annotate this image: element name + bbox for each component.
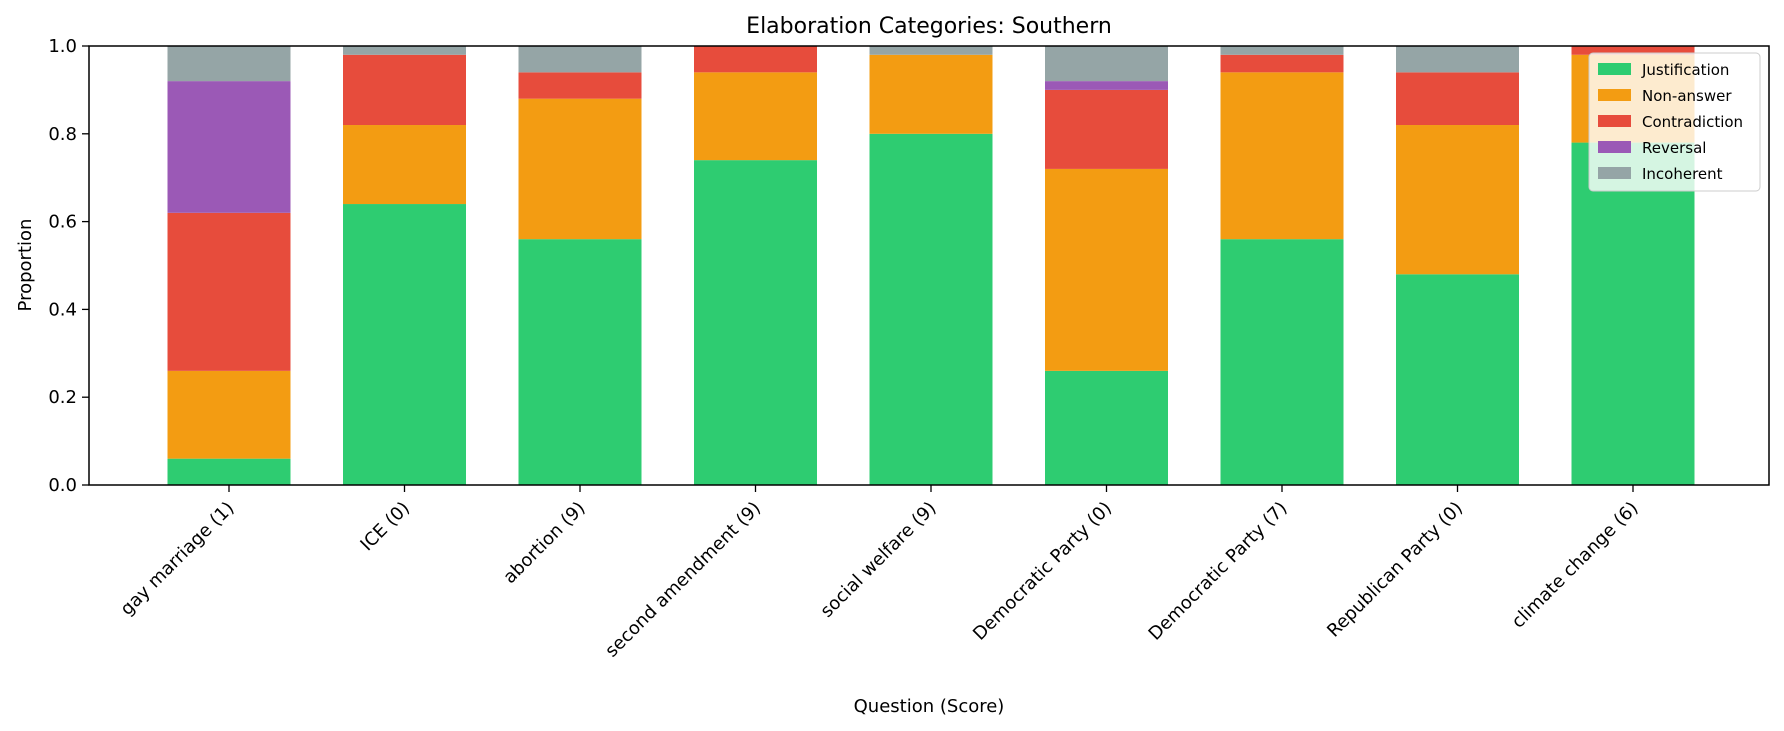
bar-segment-non-answer: [1045, 168, 1168, 371]
y-tick-label: 0.2: [48, 387, 77, 408]
bar-segment-non-answer: [1220, 72, 1344, 240]
x-axis-label: Question (Score): [854, 696, 1005, 717]
legend-swatch: [1598, 63, 1631, 75]
bar-segment-contradiction: [343, 54, 466, 126]
y-axis-label: Proportion: [15, 219, 36, 312]
bar-segment-contradiction: [1396, 72, 1519, 126]
bar-segment-contradiction: [1571, 46, 1695, 55]
y-axis: 0.0 0.2 0.4 0.6 0.8 1.0: [48, 36, 89, 496]
bar-segment-non-answer: [167, 370, 291, 459]
bar-segment-justification: [343, 204, 466, 486]
bar-segment-non-answer: [694, 72, 817, 161]
bar-segment-justification: [1045, 370, 1168, 485]
legend-swatch: [1598, 141, 1631, 153]
y-tick-label: 0.0: [48, 475, 77, 496]
bar-segment-reversal: [1045, 81, 1168, 90]
legend-swatch: [1598, 167, 1631, 179]
legend-box: [1588, 52, 1761, 192]
legend-swatch: [1598, 89, 1631, 101]
legend-label: Contradiction: [1642, 113, 1743, 131]
bar-segment-incoherent: [869, 46, 993, 55]
legend-label: Incoherent: [1642, 165, 1723, 183]
bar-segment-justification: [518, 239, 642, 485]
plot-frame: [88, 45, 1770, 486]
bar-segment-incoherent: [518, 46, 642, 73]
bar-segment-justification: [1396, 274, 1519, 485]
bar-segment-justification: [1571, 142, 1695, 485]
bar-segment-reversal: [167, 81, 291, 213]
bar-segment-contradiction: [1220, 54, 1344, 73]
y-tick-label: 0.6: [48, 212, 77, 233]
chart-title: Elaboration Categories: Southern: [746, 14, 1112, 39]
bar-segment-incoherent: [1220, 46, 1344, 55]
legend-label: Non-answer: [1642, 87, 1732, 105]
bar-segment-incoherent: [167, 46, 291, 82]
bar-segment-contradiction: [694, 46, 817, 73]
legend-label: Reversal: [1642, 139, 1706, 157]
bar-segment-incoherent: [343, 46, 466, 55]
bar-segment-justification: [869, 133, 993, 486]
bar-segment-incoherent: [1396, 46, 1519, 73]
legend: Justification Non-answer Contradiction Reve…: [1588, 52, 1761, 192]
bar-segment-contradiction: [1045, 89, 1168, 169]
bars-layer: [167, 46, 1695, 486]
bar-segment-justification: [167, 458, 291, 485]
bar-segment-non-answer: [869, 54, 993, 134]
legend-swatch: [1598, 115, 1631, 127]
y-tick-label: 0.8: [48, 124, 77, 145]
bar-segment-non-answer: [343, 125, 466, 205]
bar-segment-non-answer: [1396, 125, 1519, 275]
legend-label: Justification: [1641, 61, 1729, 79]
bar-segment-non-answer: [518, 98, 642, 240]
bar-segment-contradiction: [167, 212, 291, 371]
y-tick-label: 1.0: [48, 36, 77, 57]
bar-segment-contradiction: [518, 72, 642, 99]
bar-segment-incoherent: [1045, 46, 1168, 82]
bar-segment-justification: [1220, 239, 1344, 485]
bar-segment-justification: [694, 160, 817, 485]
y-tick-label: 0.4: [48, 299, 77, 320]
